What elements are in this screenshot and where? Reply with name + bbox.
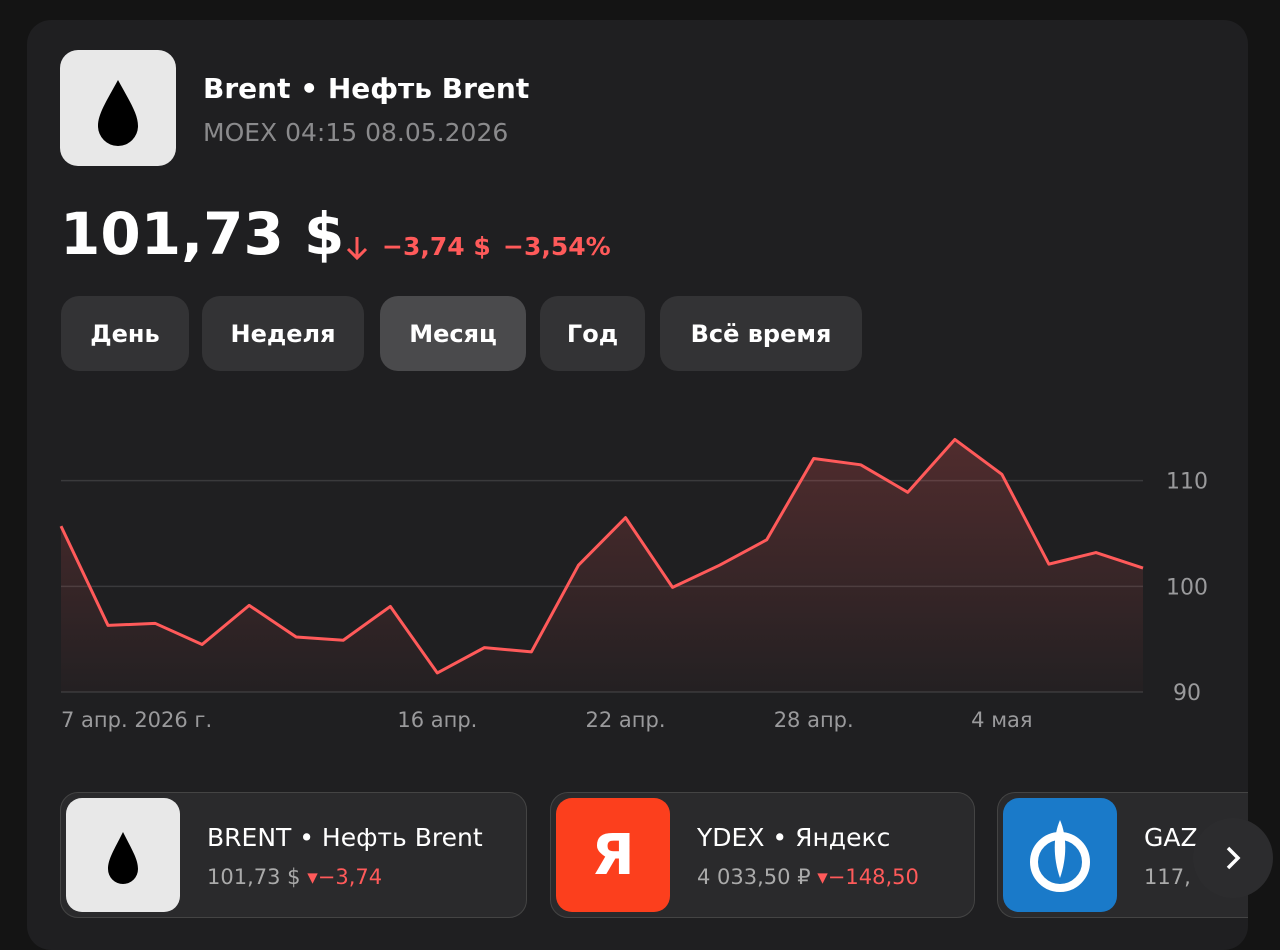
tab[interactable]: Месяц [380, 296, 526, 371]
ticker-name: BRENT • Нефть Brent [207, 823, 483, 852]
exchange-time: MOEX 04:15 08.05.2026 [203, 118, 509, 147]
ticker-name: GAZ [1144, 823, 1198, 852]
change: −3,74 $ [382, 232, 491, 261]
drop [108, 832, 138, 884]
chart: 90 100 110 7 апр. 2026 г. 16 апр. 22 апр. 28 а… [59, 437, 1208, 732]
yandex-logo: Я [556, 798, 670, 912]
tab[interactable]: Год [540, 296, 645, 371]
change-value: −148,50 [827, 865, 919, 889]
tab[interactable]: День [61, 296, 189, 371]
change: ▾−148,50 [817, 865, 919, 889]
x-tick-label: 22 апр. [586, 708, 666, 732]
next-button[interactable] [1193, 818, 1273, 898]
y-tick-label: 110 [1166, 470, 1208, 495]
area [61, 439, 1143, 692]
tab[interactable]: Всё время [660, 296, 862, 371]
oil-icon [60, 50, 176, 166]
ticker-price: 117, [1144, 865, 1191, 889]
tab[interactable]: Неделя [202, 296, 364, 371]
y-tick-label: 100 [1166, 575, 1208, 600]
logo [1030, 820, 1090, 892]
line [59, 437, 1144, 675]
x-tick-label: 4 мая [971, 708, 1032, 732]
x-tick-label: 28 апр. [774, 708, 854, 732]
price: 4 033,50 ₽ [697, 865, 811, 889]
chevron [1226, 846, 1241, 870]
drop [98, 80, 138, 146]
x-tick-label: 16 апр. [397, 708, 477, 732]
change-value: −3,74 [317, 865, 383, 889]
x-tick-label: 7 апр. 2026 г. [61, 708, 212, 732]
price: 101,73 $ [60, 200, 345, 268]
change-percent: −3,54% [503, 232, 611, 261]
title: Brent • Нефть Brent [203, 72, 530, 105]
gazprom-logo [1003, 798, 1117, 912]
y-tick-label: 90 [1173, 681, 1201, 706]
price: 101,73 $ [207, 865, 301, 889]
change: ▾−3,74 [307, 865, 383, 889]
down-arrow [346, 237, 368, 261]
ticker-name: YDEX • Яндекс [697, 823, 891, 852]
page: Brent • Нефть Brent MOEX 04:15 08.05.202… [27, 20, 1273, 950]
oil-icon [66, 798, 180, 912]
ticker-card[interactable]: Я YDEX • Яндекс 4 033,50 ₽ ▾−148,50 [550, 792, 975, 918]
ticker-price: 101,73 $ ▾−3,74 [207, 865, 382, 889]
ticker-card[interactable]: BRENT • Нефть Brent 101,73 $ ▾−3,74 [60, 792, 527, 918]
ticker-price: 4 033,50 ₽ ▾−148,50 [697, 865, 919, 889]
